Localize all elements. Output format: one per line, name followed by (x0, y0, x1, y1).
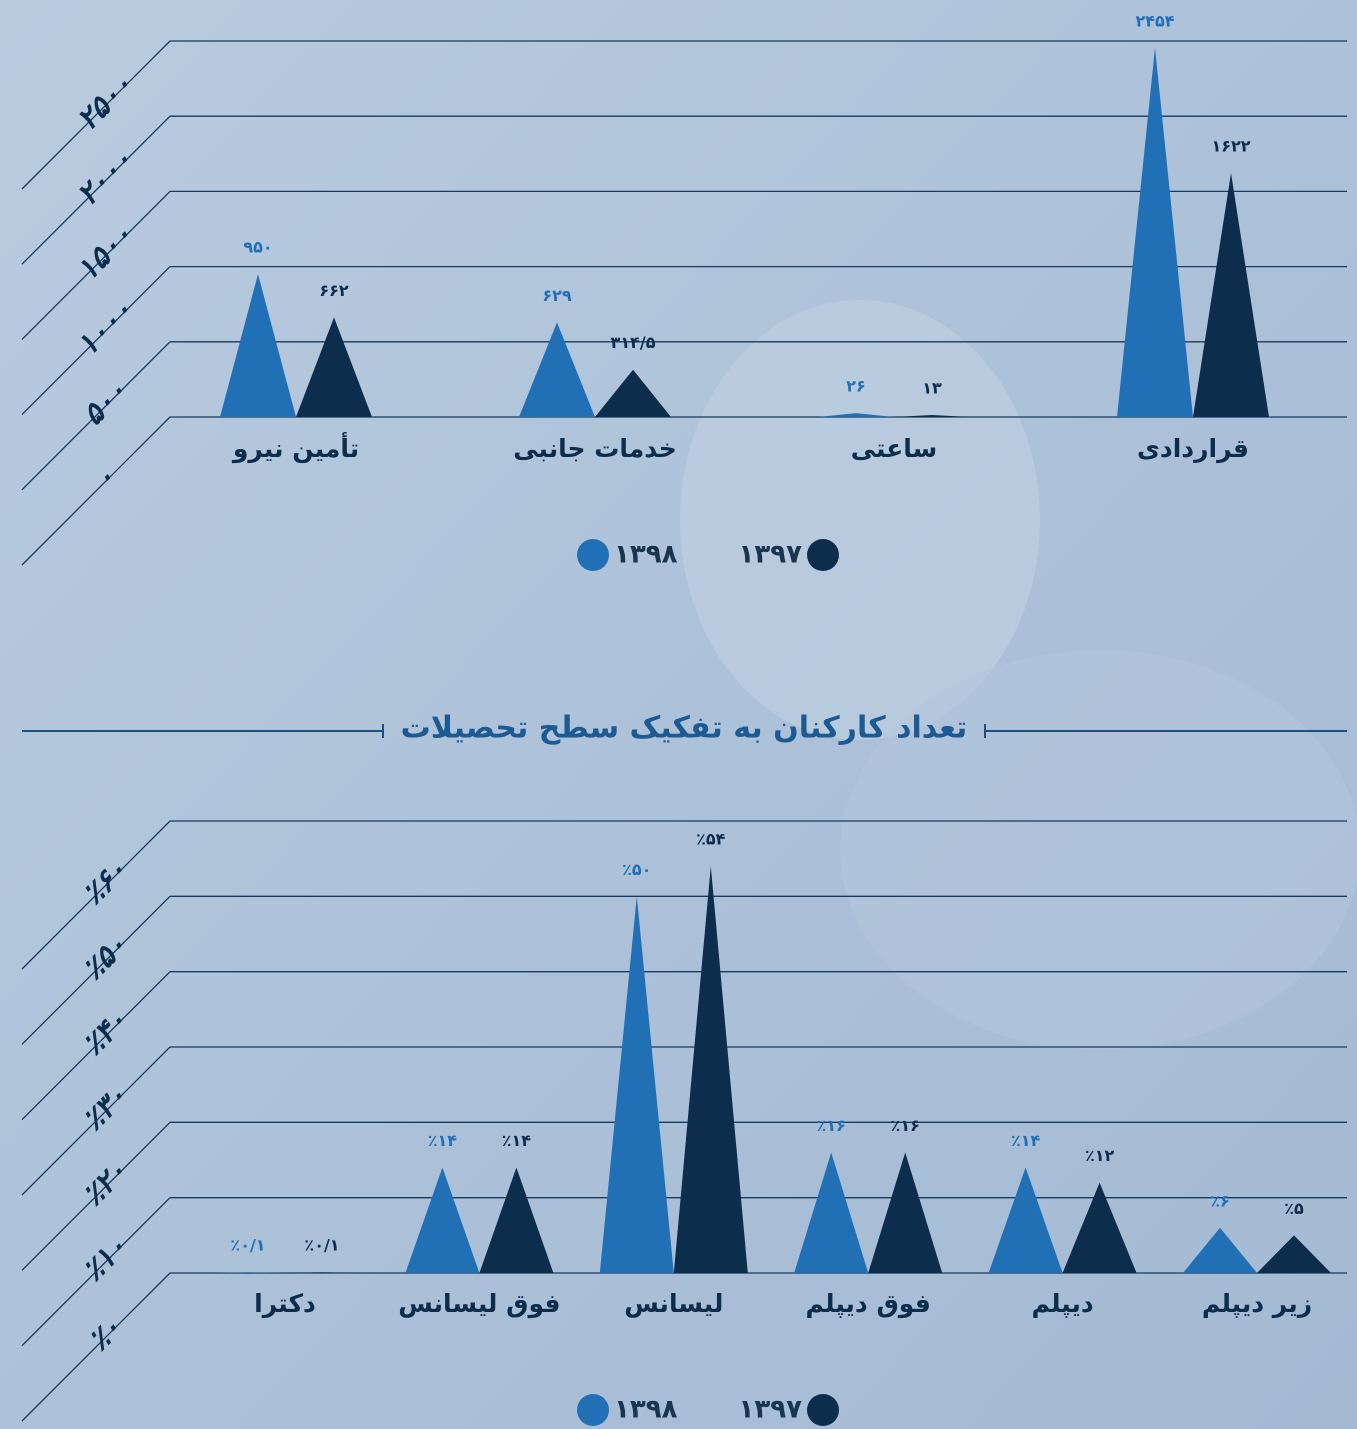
grid-diagonal (21, 971, 171, 1121)
value-label: ٪۵ (1284, 1199, 1304, 1218)
value-label: ٪۱۶ (817, 1116, 846, 1135)
grid-diagonal (21, 341, 171, 491)
peak (519, 322, 595, 417)
grid-diagonal (21, 115, 171, 265)
background-figure (840, 650, 1357, 1050)
background-figure (680, 300, 1040, 740)
peak (818, 413, 894, 417)
peak (1062, 1182, 1137, 1273)
peak (405, 1167, 480, 1273)
peak (285, 1272, 359, 1273)
value-label: ۲۶ (846, 377, 866, 396)
grid-diagonal (21, 820, 171, 970)
grid-diagonal (21, 1121, 171, 1271)
grid-diagonal (21, 1272, 171, 1422)
value-label: ٪۶ (1210, 1191, 1230, 1210)
x-tick-label: ساعتی (851, 434, 938, 463)
x-tick-label: زیر دیپلم (1202, 1289, 1312, 1319)
grid-diagonal (21, 416, 171, 566)
value-label: ٪۱۴ (1011, 1131, 1041, 1150)
legend-swatch (577, 539, 609, 571)
value-label: ٪۱۶ (891, 1116, 920, 1135)
peak (211, 1272, 285, 1273)
peak (595, 369, 671, 417)
peak (1117, 47, 1193, 418)
chart: ۰۵۰۰۱۰۰۰۱۵۰۰۲۰۰۰۲۵۰۰قراردادی۲۴۵۴۱۶۲۲ساعت… (21, 11, 1347, 571)
peak (220, 274, 296, 417)
peak (868, 1152, 943, 1273)
legend-label: ۱۳۹۸ (614, 540, 678, 570)
value-label: ۶۲۹ (542, 286, 572, 305)
value-label: ۱۳ (922, 379, 942, 398)
value-label: ٪۱۴ (502, 1131, 532, 1150)
peak (479, 1167, 554, 1273)
value-label: ٪۰/۱ (304, 1236, 339, 1255)
x-tick-label: دکترا (254, 1289, 316, 1319)
peak (673, 866, 748, 1273)
peak (1193, 173, 1269, 417)
section-title: تعداد کارکنان به تفکیک سطح تحصیلات (22, 711, 1347, 746)
peak (1183, 1227, 1257, 1273)
value-label: ۶۶۲ (319, 281, 349, 300)
x-tick-label: خدمات جانبی (513, 434, 676, 463)
grid-diagonal (21, 190, 171, 340)
legend-swatch (807, 1394, 839, 1426)
legend-label: ۱۳۹۷ (739, 540, 803, 570)
value-label: ٪۵۰ (622, 860, 651, 879)
grid-diagonal (21, 1197, 171, 1347)
legend-label: ۱۳۹۷ (739, 1395, 803, 1425)
chart-title: تعداد کارکنان به تفکیک سطح تحصیلات (401, 711, 968, 746)
peak (1257, 1235, 1331, 1273)
value-label: ۳۱۴/۵ (611, 333, 656, 352)
legend-label: ۱۳۹۸ (614, 1395, 678, 1425)
legend-swatch (577, 1394, 609, 1426)
value-label: ٪۱۲ (1085, 1146, 1115, 1165)
value-label: ٪۵۴ (696, 830, 726, 849)
grid-diagonal (21, 1046, 171, 1196)
x-tick-label: فوق لیسانس (398, 1289, 560, 1319)
value-label: ٪۱۴ (428, 1131, 458, 1150)
peak (599, 896, 674, 1273)
value-label: ٪۰/۱ (230, 1236, 265, 1255)
x-tick-label: دیپلم (1031, 1289, 1093, 1318)
peak (296, 317, 372, 417)
legend-swatch (807, 539, 839, 571)
peak (988, 1167, 1063, 1273)
x-tick-label: لیسانس (624, 1289, 723, 1318)
x-tick-label: فوق دیپلم (806, 1289, 931, 1319)
peak (794, 1152, 869, 1273)
grid-diagonal (21, 266, 171, 416)
legend: ۱۳۹۸ ۱۳۹۷ (577, 539, 839, 571)
value-label: ۲۴۵۴ (1135, 11, 1174, 30)
grid-diagonal (21, 40, 171, 190)
x-tick-label: تأمین نیرو (231, 432, 359, 464)
grid-diagonal (21, 895, 171, 1045)
x-tick-label: قراردادی (1137, 434, 1249, 464)
value-label: ۹۵۰ (243, 238, 272, 257)
value-label: ۱۶۲۲ (1211, 137, 1250, 156)
peak (894, 415, 970, 417)
legend: ۱۳۹۸ ۱۳۹۷ (577, 1394, 839, 1426)
